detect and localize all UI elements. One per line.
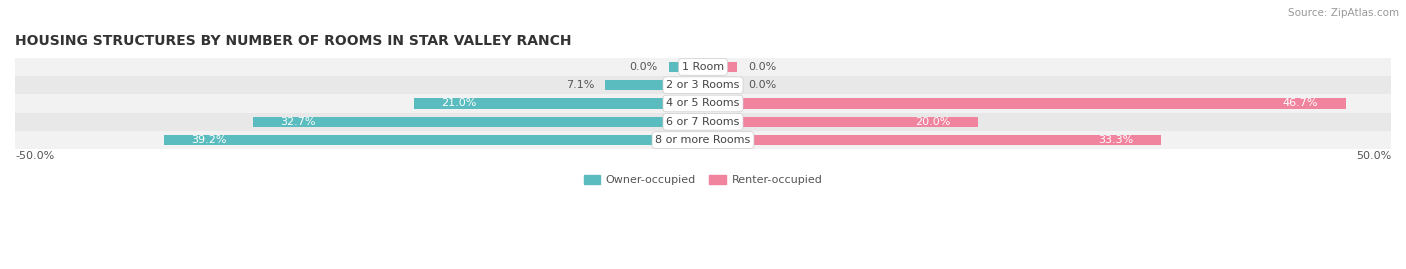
Bar [253, 117, 703, 127]
Bar [15, 113, 1391, 131]
Text: 1 Room: 1 Room [682, 62, 724, 72]
Text: 8 or more Rooms: 8 or more Rooms [655, 135, 751, 145]
Text: Source: ZipAtlas.com: Source: ZipAtlas.com [1288, 8, 1399, 18]
Text: 7.1%: 7.1% [567, 80, 595, 90]
Text: 50.0%: 50.0% [1355, 151, 1391, 161]
Text: 0.0%: 0.0% [748, 62, 776, 72]
Text: 39.2%: 39.2% [191, 135, 226, 145]
Text: 6 or 7 Rooms: 6 or 7 Rooms [666, 117, 740, 127]
Text: 4 or 5 Rooms: 4 or 5 Rooms [666, 98, 740, 108]
Bar [606, 80, 703, 90]
Text: 0.0%: 0.0% [630, 62, 658, 72]
Text: 2 or 3 Rooms: 2 or 3 Rooms [666, 80, 740, 90]
Text: HOUSING STRUCTURES BY NUMBER OF ROOMS IN STAR VALLEY RANCH: HOUSING STRUCTURES BY NUMBER OF ROOMS IN… [15, 34, 571, 48]
Bar [15, 76, 1391, 94]
Bar [15, 131, 1391, 149]
Bar [703, 98, 1346, 108]
Legend: Owner-occupied, Renter-occupied: Owner-occupied, Renter-occupied [583, 175, 823, 185]
Bar [413, 98, 703, 108]
Bar [669, 62, 703, 72]
Bar [163, 135, 703, 145]
Bar [703, 135, 1161, 145]
Text: 0.0%: 0.0% [748, 80, 776, 90]
Text: 20.0%: 20.0% [915, 117, 950, 127]
Bar [15, 94, 1391, 113]
Text: 33.3%: 33.3% [1098, 135, 1133, 145]
Text: 46.7%: 46.7% [1282, 98, 1317, 108]
Text: -50.0%: -50.0% [15, 151, 55, 161]
Bar [703, 62, 737, 72]
Bar [703, 117, 979, 127]
Text: 21.0%: 21.0% [441, 98, 477, 108]
Bar [15, 58, 1391, 76]
Bar [703, 80, 737, 90]
Text: 32.7%: 32.7% [281, 117, 316, 127]
